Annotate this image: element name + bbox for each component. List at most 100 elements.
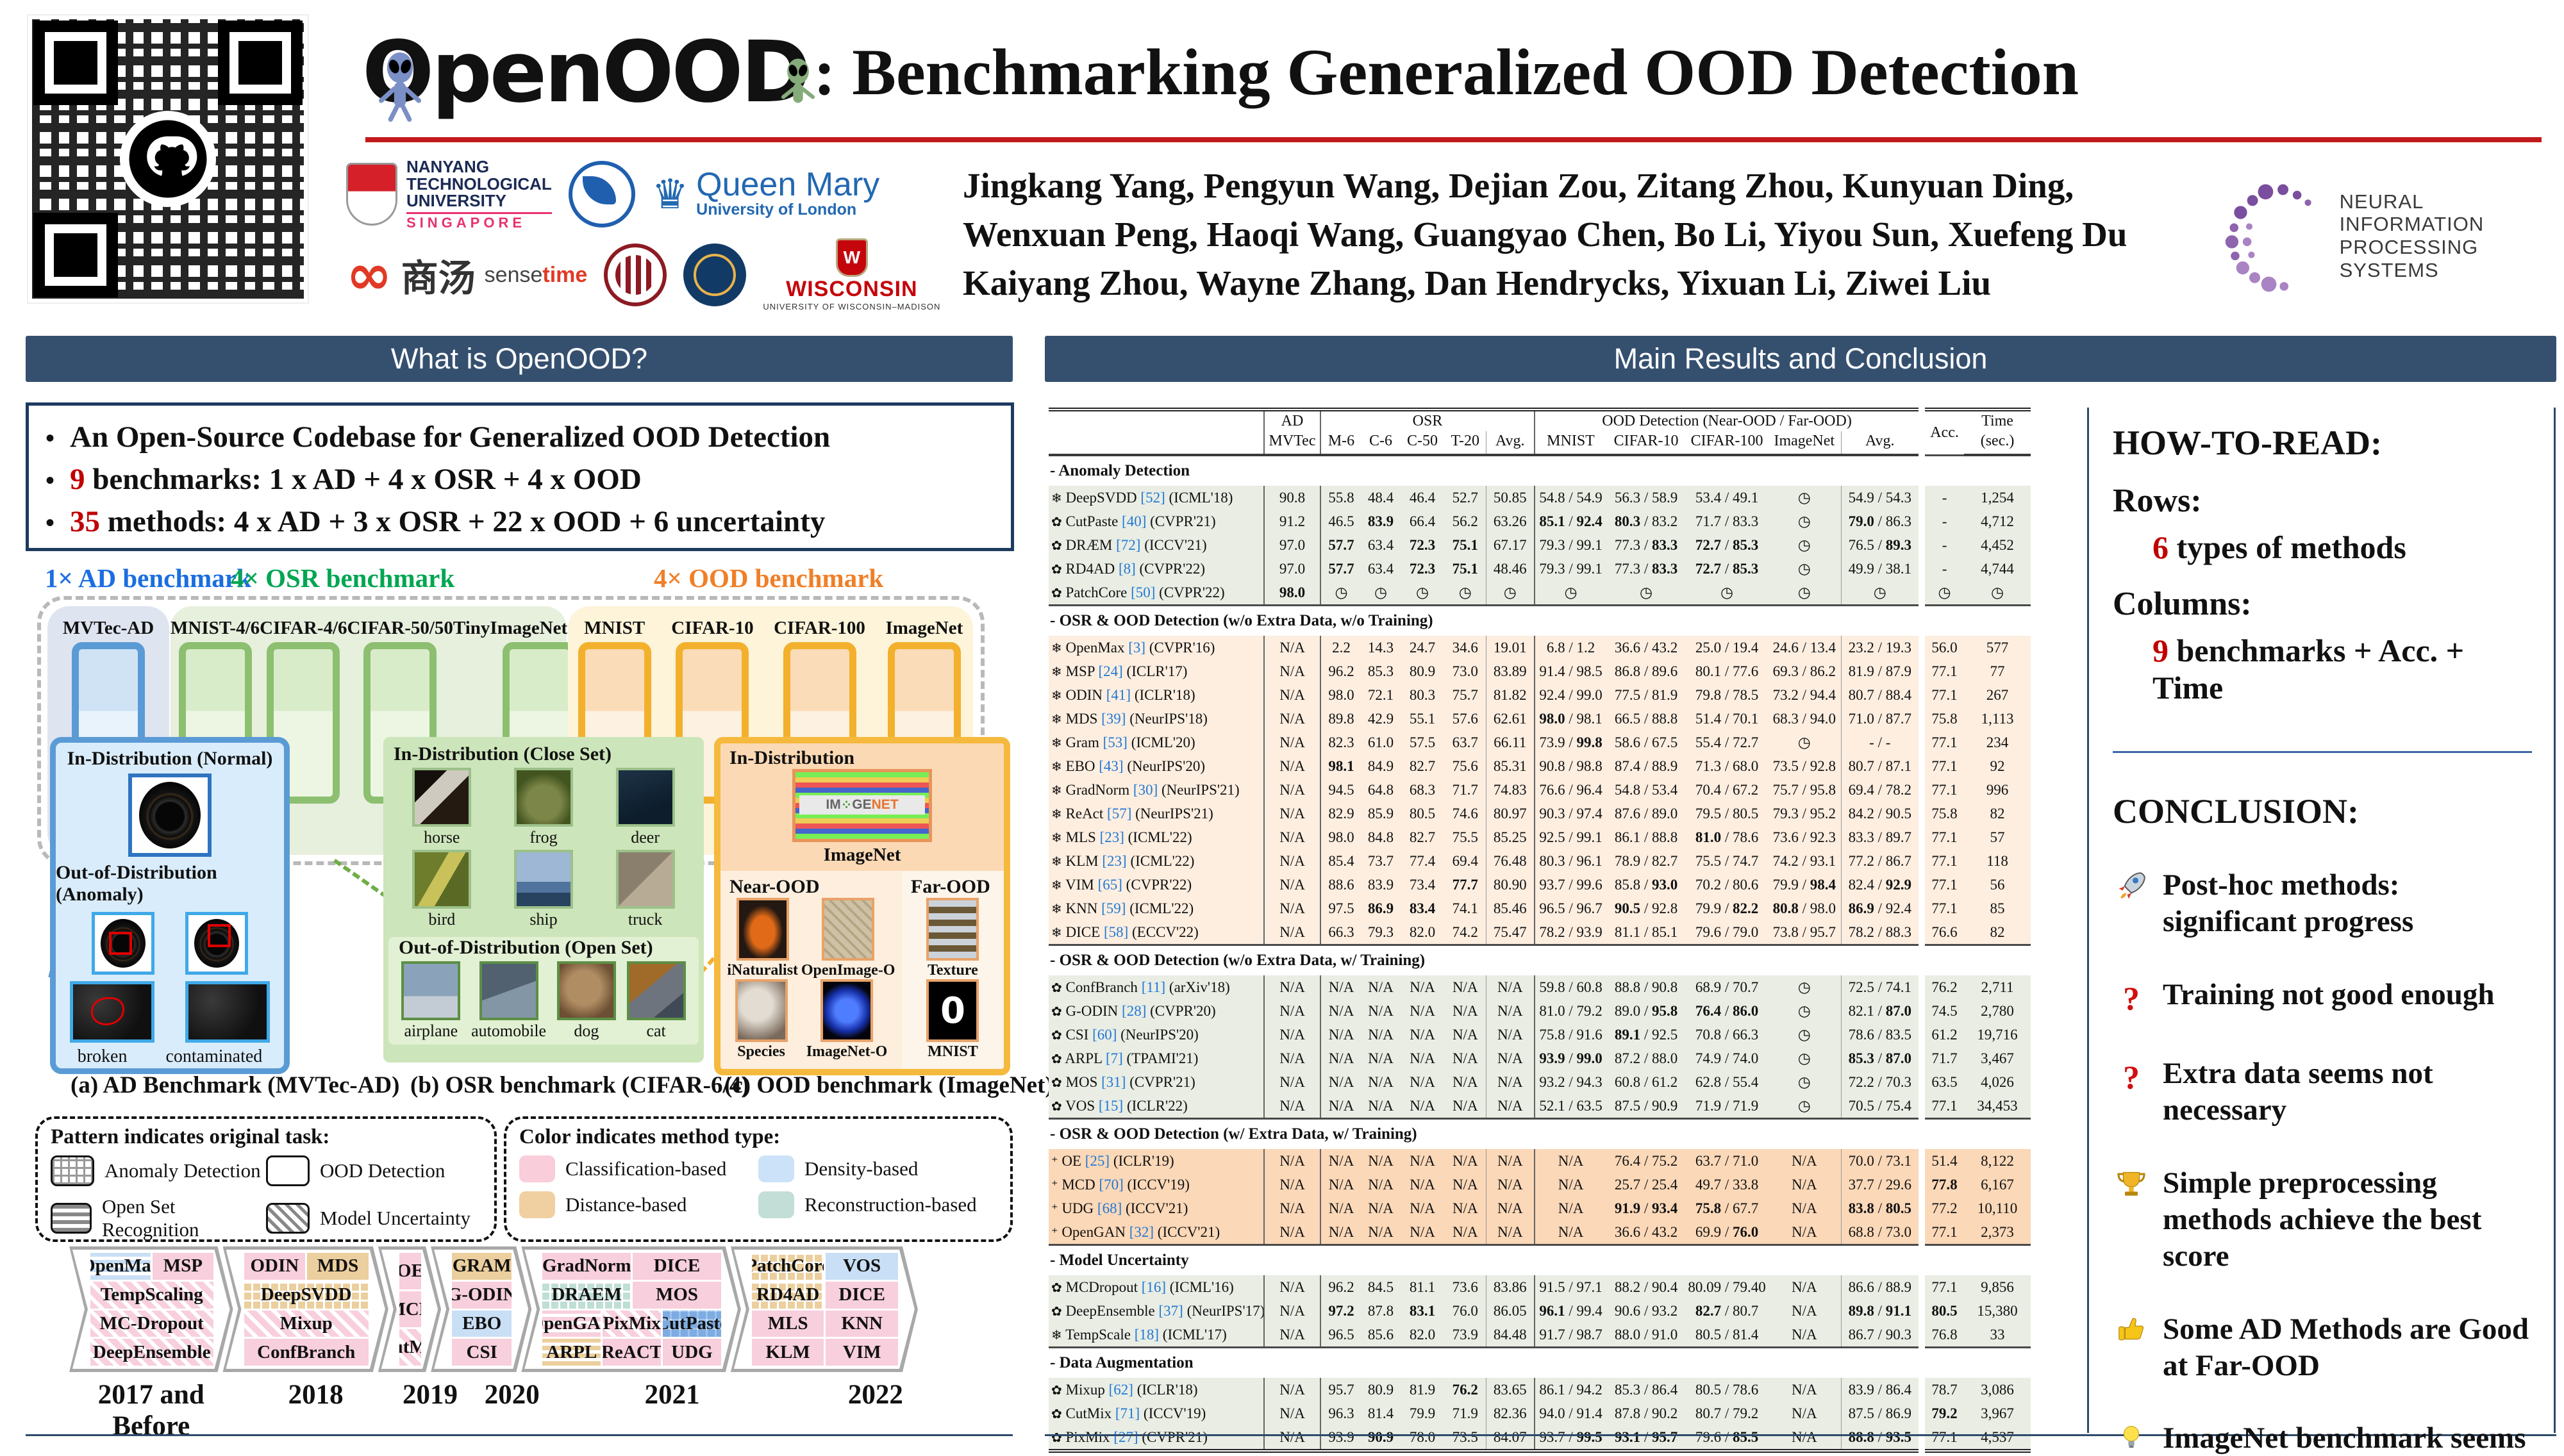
flower-icon: ✿ [1051,1405,1062,1421]
Texture-image [926,898,979,961]
value-cell: N/A [1445,999,1486,1023]
value-cell: N/A [1768,1275,1842,1299]
value-cell: 84.5 [1361,1275,1400,1299]
flower-icon: ✿ [1051,1382,1062,1398]
ood-benchmark-label: 4× OOD benchmark [654,563,884,593]
ood-detail-box: In-Distribution IM ⁘ GE NET ImageNet Near-O… [714,737,1010,1075]
timeline-year-block: OpenMaxMSPTempScalingMC-DropoutDeepEnsem… [69,1246,233,1372]
normal-sample-image [128,774,212,857]
open-set-area: Out-of-Distribution (Open Set) airplane a… [388,937,699,1045]
value-cell: 83.3 / 89.7 [1841,825,1922,849]
value-cell: 79.0 / 86.3 [1841,509,1922,533]
value-cell: 77.1 [1919,731,1965,754]
value-cell: N/A [1320,999,1361,1023]
method-chip: RD4AD [752,1282,824,1309]
dataset-thumbnail [363,642,437,804]
value-cell: 57 [1964,825,2031,849]
far-ood-grid-row2: 0 MNIST [902,979,1004,1061]
value-cell: N/A [1486,1046,1536,1070]
value-cell: 996 [1964,778,2031,802]
howto-rows-label: Rows: [2113,483,2202,519]
value-cell: 91.2 [1264,509,1321,533]
col-osr-avg: Avg. [1486,431,1536,456]
value-cell: N/A [1264,731,1321,754]
legend-label: Distance-based [565,1193,687,1216]
value-cell: N/A [1320,1070,1361,1094]
value-cell: 42.9 [1361,707,1400,731]
method-cell: ✿ CutMix [71] (ICCV'19) [1049,1402,1265,1425]
value-cell: 75.5 [1445,825,1486,849]
value-cell: 61.0 [1361,731,1400,754]
color-swatch-icon [758,1155,794,1182]
value-cell: N/A [1768,1425,1842,1451]
value-cell: 98.0 [1320,683,1361,707]
method-chip: GRAM [452,1253,512,1280]
value-cell: 48.4 [1361,486,1400,509]
value-cell: 19.01 [1486,636,1536,659]
sample-image-cell: 0 MNIST [926,979,979,1061]
value-cell: N/A [1400,1070,1445,1094]
value-cell: 98.0 / 98.1 [1535,707,1607,731]
anomaly-label: broken [77,1046,128,1066]
method-cell: ❄ KLM [23] (ICML'22) [1049,849,1265,873]
far-ood-title: Far-OOD [910,876,990,897]
method-cell: ✿ DRÆM [72] (ICCV'21) [1049,533,1265,557]
value-cell: N/A [1264,825,1321,849]
conclusion-item: ? Extra data seems not necessary [2113,1055,2538,1129]
table-row: ✿ DRÆM [72] (ICCV'21) 97.0 57.7 63.4 72.3 75.… [1049,533,2031,557]
value-cell: 36.6 / 43.2 [1606,1220,1686,1245]
qr-finder-icon [33,213,118,297]
value-cell: 83.4 [1400,897,1445,920]
bullet-methods: 35 methods: 4 x AD + 3 x OSR + 22 x OOD … [46,504,1011,539]
flower-icon: ✿ [1051,561,1062,577]
value-cell: 79.3 [1361,920,1400,945]
value-cell: N/A [1264,1196,1321,1220]
value-cell: 91.5 / 97.1 [1535,1275,1607,1299]
value-cell: 76.6 / 96.4 [1535,778,1607,802]
value-cell: N/A [1445,1070,1486,1094]
value-cell: 73.0 [1445,659,1486,683]
value-cell: 56.3 / 58.9 [1606,486,1686,509]
value-cell: 93.9 [1320,1425,1361,1451]
value-cell: 77.3 / 83.3 [1606,557,1686,581]
value-cell: 55.8 [1320,486,1361,509]
value-cell: 75.47 [1486,920,1536,945]
table-row: ✿ RD4AD [8] (CVPR'22) 97.0 57.7 63.4 72.3 75.… [1049,557,2031,581]
dataset-label: CIFAR-50/50 [347,617,453,638]
near-ood-grid-row2: Species ImageNet-O [720,979,902,1061]
plus-icon: ⁺ [1051,1177,1058,1193]
conclusion-item: Simple preprocessing methods achieve the… [2113,1165,2538,1275]
sensetime-en: sense [484,262,543,287]
value-cell: 1,254 [1964,486,2031,509]
value-cell: 79.3 / 99.1 [1535,557,1607,581]
value-cell: 76.4 / 75.2 [1606,1149,1686,1173]
flower-icon: ✿ [1051,1303,1062,1319]
table-row: ❄ KLM [23] (ICML'22) N/A 85.4 73.7 77.4 69.4 7… [1049,849,2031,873]
value-cell: 58.6 / 67.5 [1606,731,1686,754]
conclusion-item: ? Training not good enough [2113,977,2538,1020]
value-cell: ◷ [1768,509,1842,533]
plus-icon: ⁺ [1051,1153,1058,1169]
bullet-benchmarks: 9 benchmarks: 1 x AD + 4 x OSR + 4 x OOD [46,462,1011,497]
value-cell: 75.8 / 91.6 [1535,1023,1607,1046]
sensetime-logo: ∞ 商汤 sensetime [346,247,587,302]
legend-item: Anomaly Detection [51,1155,266,1186]
left-panel-title: What is OpenOOD? [26,336,1013,382]
value-cell: N/A [1445,1094,1486,1119]
value-cell: 78.2 / 93.9 [1535,920,1607,945]
value-cell: 77.1 [1919,754,1965,778]
value-cell: N/A [1400,1046,1445,1070]
table-row: ✿ ARPL [7] (TPAMI'21) N/A N/A N/A N/A N/A N/A 9… [1049,1046,2031,1070]
value-cell: 76.48 [1486,849,1536,873]
table-row: ❄ EBO [43] (NeurIPS'20) N/A 98.1 84.9 82.7 75… [1049,754,2031,778]
conclusion-text: Training not good enough [2163,977,2495,1011]
conclusion-text: ImageNet benchmark seems not more diffic… [2163,1421,2526,1455]
value-cell: - / - [1841,731,1922,754]
table-row: ✿ PixMix [27] (CVPR'21) N/A 93.9 90.9 78.0 73… [1049,1425,2031,1451]
dataset-card: CIFAR-4/6 [260,614,347,855]
value-cell: 85.31 [1486,754,1536,778]
legend-label: Anomaly Detection [104,1159,261,1182]
legend-label: Model Uncertainty [320,1207,471,1229]
legend-item: Classification-based [519,1155,758,1182]
